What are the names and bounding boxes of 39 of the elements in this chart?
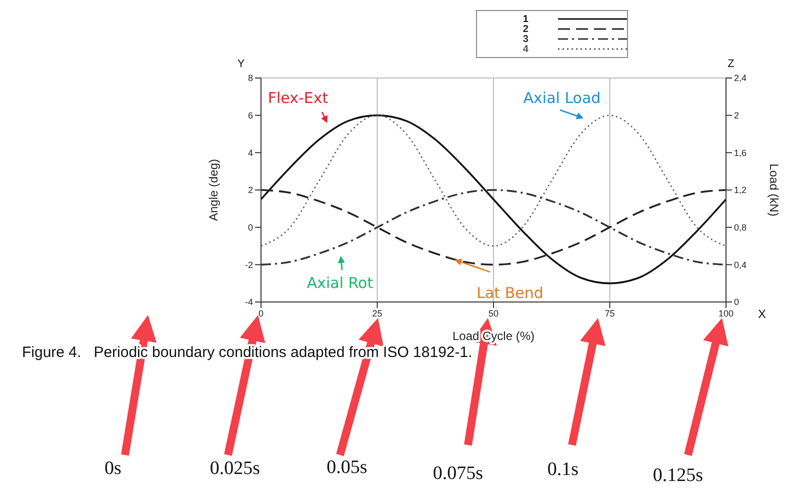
y-tick-label: 8 bbox=[248, 73, 253, 84]
x-tick-label: 25 bbox=[372, 308, 382, 318]
y2-axis-title: Load (kN) bbox=[766, 164, 781, 216]
x-tick-label: 0 bbox=[258, 308, 264, 318]
y2-tick-label: 0,8 bbox=[734, 222, 747, 233]
annotation: Lat Bend bbox=[476, 284, 544, 302]
annotation: Axial Rot bbox=[306, 274, 374, 292]
x-tick-label: 75 bbox=[604, 308, 615, 318]
annotation: Axial Load bbox=[523, 89, 601, 107]
y2-tick-label: 2 bbox=[734, 110, 740, 121]
text: 0.025s bbox=[210, 458, 260, 479]
y-tick-label: 0 bbox=[248, 222, 253, 233]
text: 2 bbox=[522, 24, 530, 34]
text: 1 bbox=[522, 14, 530, 24]
text: 0.05s bbox=[326, 457, 368, 478]
line-series bbox=[261, 114, 726, 247]
text: 0.125s bbox=[652, 465, 704, 486]
x-tick-label: 50 bbox=[488, 308, 499, 318]
y-tick-label: 2 bbox=[248, 185, 253, 196]
y-tick-label: 4 bbox=[248, 148, 253, 158]
annotation: Flex-Ext bbox=[268, 89, 328, 107]
y-tick-label: -2 bbox=[244, 260, 253, 270]
text: 3 bbox=[522, 34, 530, 44]
text: 4 bbox=[522, 44, 530, 54]
y-tick-label: 6 bbox=[248, 110, 253, 121]
y2-tick-label: 0,4 bbox=[734, 260, 747, 270]
y-axis-title: Angle (deg) bbox=[206, 158, 220, 222]
y2-tick-label: 2,4 bbox=[734, 73, 747, 84]
text: Z bbox=[728, 58, 735, 70]
y2-tick-label: 1,2 bbox=[734, 185, 747, 196]
x-tick-label: 100 bbox=[718, 308, 734, 318]
text: X bbox=[758, 307, 766, 321]
y2-tick-label: 1,6 bbox=[734, 148, 747, 158]
text: 0s bbox=[104, 458, 122, 479]
text: 0.1s bbox=[547, 459, 579, 480]
text: 0.075s bbox=[432, 463, 484, 484]
y-tick-label: -4 bbox=[244, 297, 253, 308]
y2-tick-label: 0 bbox=[734, 297, 740, 308]
text: Y bbox=[237, 58, 246, 70]
